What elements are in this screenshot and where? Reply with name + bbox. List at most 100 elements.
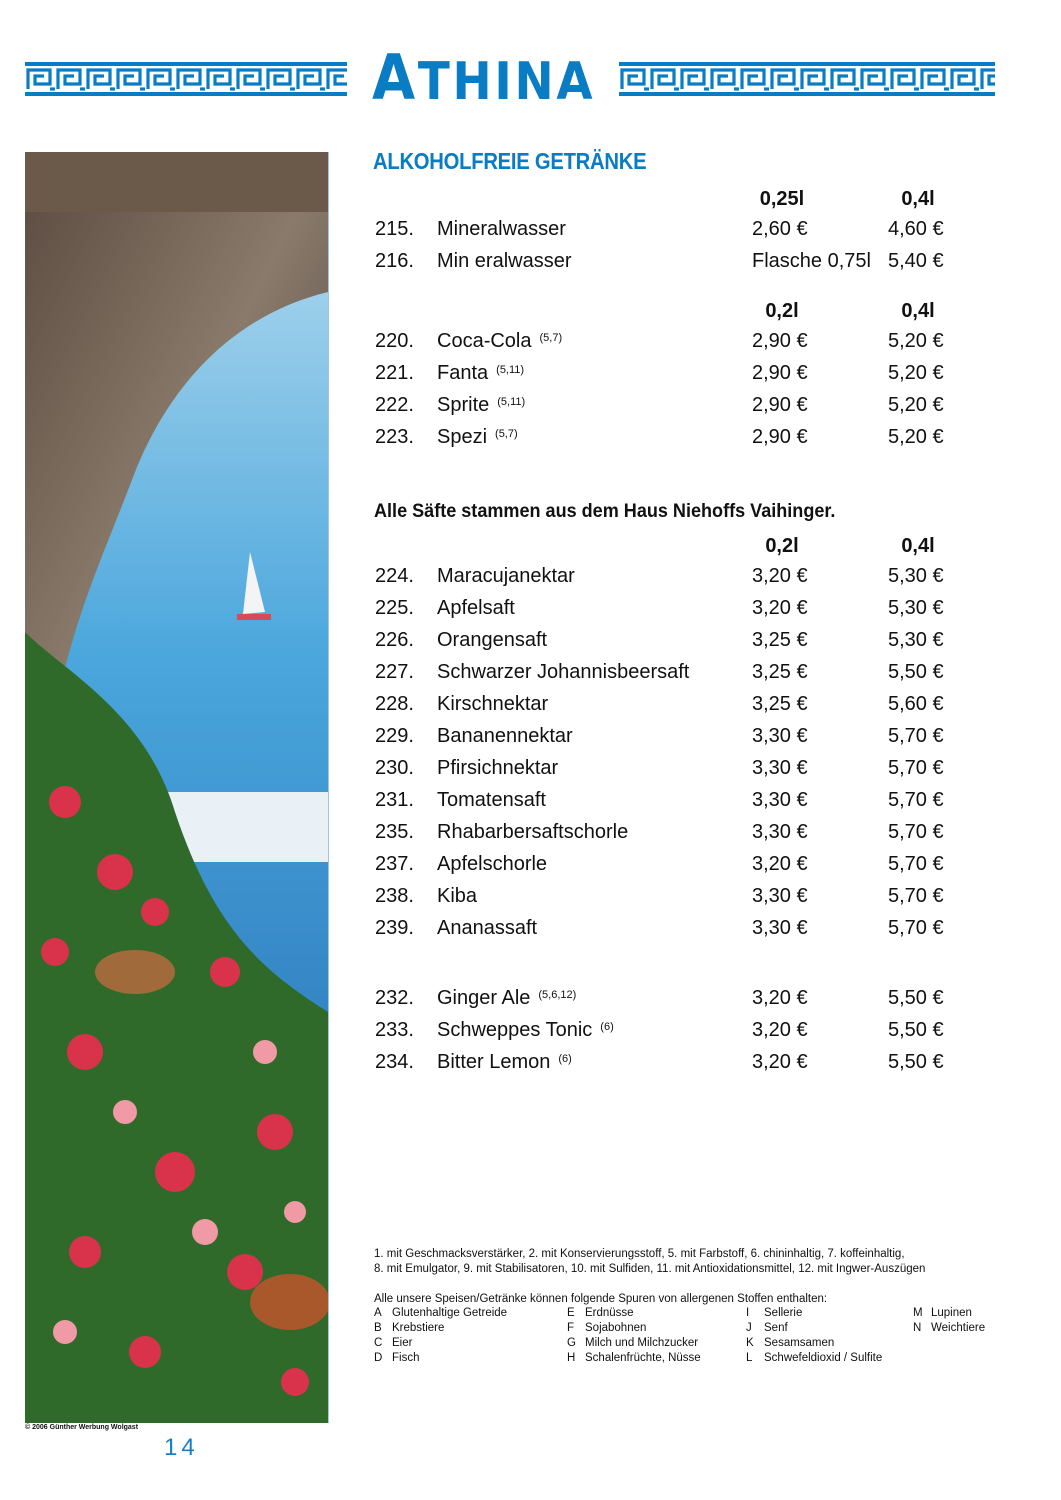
allergen-code: K	[746, 1337, 754, 1349]
allergen-code: C	[374, 1337, 383, 1349]
item-name-wrap: Schweppes Tonic (6)	[437, 1019, 614, 1042]
footnote-line: 1. mit Geschmacksverstärker, 2. mit Kons…	[374, 1248, 905, 1260]
allergens-title: Alle unsere Speisen/Getränke können folg…	[374, 1293, 828, 1305]
allergen-label: Schwefeldioxid / Sulfite	[764, 1352, 883, 1364]
allergen-code: G	[567, 1337, 576, 1349]
copyright: © 2006 Günther Werbung Wolgast	[25, 1424, 139, 1431]
item-number: 215.	[375, 218, 414, 240]
price-small: 3,25 €	[752, 629, 808, 651]
allergen-label: Lupinen	[931, 1307, 972, 1319]
page-number: 14	[164, 1434, 199, 1461]
price-small: 3,20 €	[752, 853, 808, 875]
additive-codes: (5,7)	[539, 332, 563, 344]
item-name-wrap: Fanta (5,11)	[437, 362, 524, 385]
price-small: 3,25 €	[752, 693, 808, 715]
allergen-code: L	[746, 1352, 753, 1364]
allergen-item: H Schalenfrüchte, Nüsse	[567, 1352, 701, 1364]
price-small: 3,20 €	[752, 597, 808, 619]
menu-group: 0,2l 0,4l 220. Coca-Cola (5,7) 2,90 €5,20 €22…	[0, 298, 1061, 454]
additive-codes: (5,6,12)	[538, 989, 577, 1001]
size-label: 0,2l	[765, 535, 799, 557]
allergen-item: B Krebstiere	[374, 1322, 444, 1334]
allergen-code: A	[374, 1307, 382, 1319]
item-number: 224.	[375, 565, 414, 587]
allergen-label: Sellerie	[764, 1307, 803, 1319]
allergen-item: F Sojabohnen	[567, 1322, 646, 1334]
additive-codes: (5,11)	[497, 396, 526, 408]
allergen-code: H	[567, 1352, 576, 1364]
painting-image	[25, 152, 329, 1423]
allergen-code: M	[913, 1307, 923, 1319]
allergen-label: Milch und Milchzucker	[585, 1337, 699, 1349]
price-small: 3,30 €	[752, 917, 808, 939]
price-large: 5,70 €	[888, 885, 944, 907]
price-small: 3,25 €	[752, 661, 808, 683]
item-name-wrap: Orangensaft	[437, 629, 547, 652]
item-name-wrap: Maracujanektar	[437, 565, 575, 588]
item-name-wrap: Coca-Cola (5,7)	[437, 330, 562, 353]
allergen-item: C Eier	[374, 1337, 412, 1349]
price-small: 3,20 €	[752, 1019, 808, 1041]
allergen-item: L Schwefeldioxid / Sulfite	[746, 1352, 882, 1364]
allergen-item: G Milch und Milchzucker	[567, 1337, 698, 1349]
greek-key-border-right	[619, 62, 995, 96]
item-name: Ananassaft	[437, 917, 538, 939]
allergen-item: N Weichtiere	[913, 1322, 985, 1334]
item-name-wrap: Apfelsaft	[437, 597, 515, 620]
item-name-wrap: Tomatensaft	[437, 789, 546, 812]
size-header: 0,25l 0,4l	[0, 186, 1061, 214]
menu-item: 227. Schwarzer Johannisbeersaft 3,25 € 5,50…	[0, 657, 1061, 689]
size-label: 0,4l	[901, 300, 935, 322]
allergen-item: M Lupinen	[913, 1307, 972, 1319]
menu-item: 232. Ginger Ale (5,6,12) 3,20 € 5,50 €	[0, 983, 1061, 1015]
section-title: ALKOHOLFREIE GETRÄNKE	[373, 148, 647, 174]
price-large: 5,30 €	[888, 629, 944, 651]
item-number: 229.	[375, 725, 414, 747]
item-name: Orangensaft	[437, 629, 548, 651]
price-small: 2,90 €	[752, 330, 808, 352]
allergen-label: Krebstiere	[392, 1322, 445, 1334]
menu-item: 233. Schweppes Tonic (6) 3,20 € 5,50 €	[0, 1015, 1061, 1047]
menu-group: 0,2l 0,4l 224. Maracujanektar 3,20 € 5,30 € 22…	[0, 533, 1061, 945]
price-large: 5,50 €	[888, 1051, 944, 1073]
item-number: 226.	[375, 629, 414, 651]
allergen-item: E Erdnüsse	[567, 1307, 634, 1319]
allergen-code: J	[746, 1322, 752, 1334]
price-small: 3,30 €	[752, 789, 808, 811]
price-large: 5,50 €	[888, 1019, 944, 1041]
item-name-wrap: Bananennektar	[437, 725, 573, 748]
additives-footnote: 1. mit Geschmacksverstärker, 2. mit Kons…	[374, 1247, 925, 1277]
additive-codes: (5,11)	[496, 364, 525, 376]
price-small: 2,90 €	[752, 362, 808, 384]
item-number: 237.	[375, 853, 414, 875]
price-small: 3,30 €	[752, 757, 808, 779]
allergen-code: B	[374, 1322, 382, 1334]
item-name-wrap: Sprite (5,11)	[437, 394, 525, 417]
price-large: 5,30 €	[888, 565, 944, 587]
price-large: 5,70 €	[888, 821, 944, 843]
price-small: Flasche 0,75l	[752, 250, 871, 272]
logo: ATHINA	[372, 41, 596, 114]
size-label: 0,4l	[901, 535, 935, 557]
price-small: 3,30 €	[752, 885, 808, 907]
item-name-wrap: Kirschnektar	[437, 693, 548, 716]
item-name-wrap: Rhabarbersaftschorle	[437, 821, 628, 844]
item-number: 228.	[375, 693, 414, 715]
menu-item: 230. Pfirsichnektar 3,30 € 5,70 €	[0, 753, 1061, 785]
greek-key-border-left	[25, 62, 347, 96]
item-name: Schwarzer Johannisbeersaft	[437, 661, 690, 683]
item-name-wrap: Ginger Ale (5,6,12)	[437, 987, 576, 1010]
item-number: 233.	[375, 1019, 414, 1041]
item-number: 227.	[375, 661, 414, 683]
allergen-label: Sesamsamen	[764, 1337, 835, 1349]
size-label: 0,4l	[901, 188, 935, 210]
price-small: 3,20 €	[752, 987, 808, 1009]
item-name-wrap: Apfelschorle	[437, 853, 547, 876]
additive-codes: (5,7)	[495, 428, 518, 440]
item-name: Apfelschorle	[437, 853, 548, 875]
item-name: Tomatensaft	[437, 789, 546, 811]
allergen-item: I Sellerie	[746, 1307, 802, 1319]
price-large: 5,70 €	[888, 853, 944, 875]
allergen-code: N	[913, 1322, 922, 1334]
menu-item: 215. Mineralwasser 2,60 € 4,60 €	[0, 214, 1061, 246]
